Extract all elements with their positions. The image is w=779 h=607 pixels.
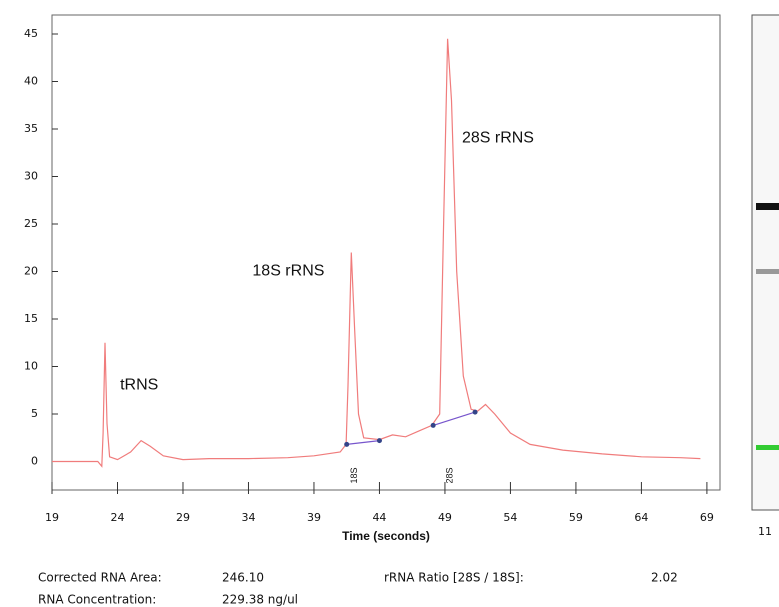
- baseline-point: [431, 423, 436, 428]
- y-tick-label: 20: [24, 265, 38, 278]
- annotation: 18S rRNS: [252, 263, 324, 280]
- baseline: [347, 441, 380, 445]
- result-label: rRNA Ratio [28S / 18S]:: [384, 571, 524, 585]
- y-tick-label: 35: [24, 122, 38, 135]
- baseline-point: [377, 438, 382, 443]
- gel-lane: [752, 15, 779, 510]
- y-tick-label: 10: [24, 360, 38, 373]
- x-tick-label: 19: [45, 511, 59, 524]
- gel-band: [756, 269, 779, 274]
- baseline-point: [473, 410, 478, 415]
- y-tick-label: 40: [24, 75, 38, 88]
- result-label: Corrected RNA Area:: [38, 571, 162, 585]
- result-label: RNA Concentration:: [38, 593, 156, 607]
- x-tick-label: 59: [569, 511, 583, 524]
- gel-band: [756, 203, 779, 210]
- y-tick-label: 25: [24, 217, 38, 230]
- x-tick-label: 69: [700, 511, 714, 524]
- y-tick-label: 5: [31, 407, 38, 420]
- x-tick-label: 54: [503, 511, 517, 524]
- peak-marker: 18S: [349, 468, 359, 484]
- x-tick-label: 39: [307, 511, 321, 524]
- result-value: 2.02: [651, 571, 678, 585]
- x-tick-label: 24: [110, 511, 124, 524]
- x-tick-label: 34: [241, 511, 255, 524]
- plot-frame: [52, 15, 720, 490]
- x-tick-label: 49: [438, 511, 452, 524]
- y-tick-label: 15: [24, 312, 38, 325]
- trace-line: [52, 39, 700, 467]
- peak-marker: 28S: [445, 468, 455, 484]
- y-tick-label: 30: [24, 170, 38, 183]
- result-value: 229.38 ng/ul: [222, 593, 298, 607]
- x-axis-title: Time (seconds): [342, 529, 430, 543]
- x-tick-label: 29: [176, 511, 190, 524]
- gel-band: [756, 445, 779, 450]
- result-value: 246.10: [222, 571, 264, 585]
- annotation: 28S rRNS: [462, 130, 534, 147]
- y-tick-label: 0: [31, 455, 38, 468]
- x-tick-label: 44: [372, 511, 386, 524]
- chart: 11 Time (seconds) Corrected RNA Area: 24…: [0, 0, 779, 607]
- gel-lane-label: 11: [758, 525, 772, 538]
- annotation: tRNS: [120, 377, 158, 394]
- x-tick-label: 64: [634, 511, 648, 524]
- baseline-point: [344, 442, 349, 447]
- y-tick-label: 45: [24, 27, 38, 40]
